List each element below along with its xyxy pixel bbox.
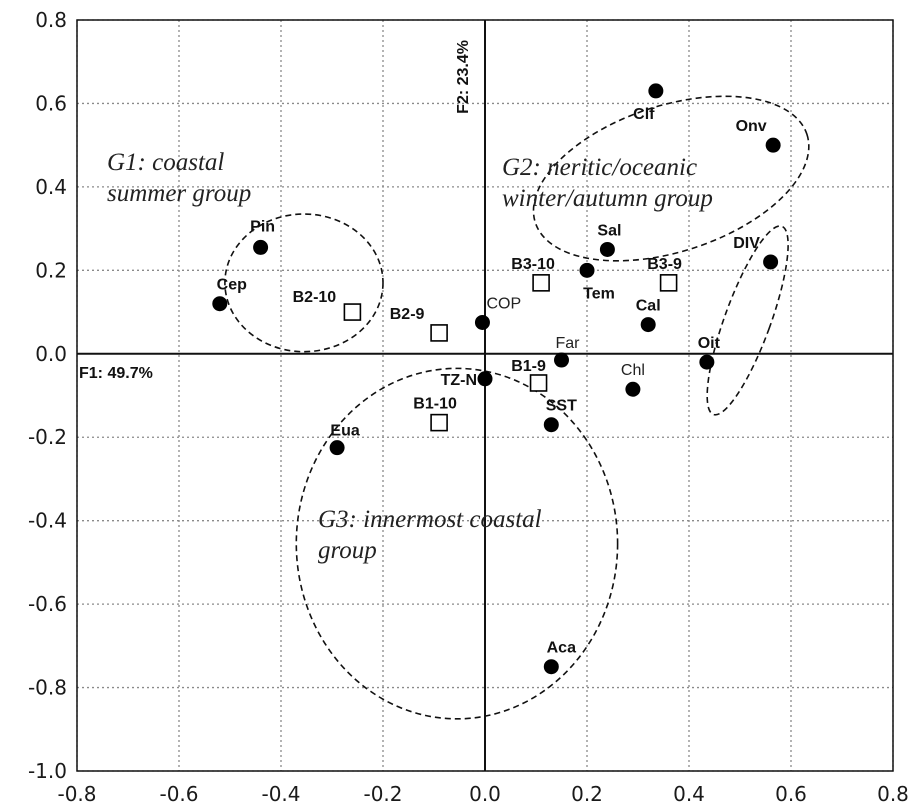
- group-ellipse-2: [532, 95, 810, 262]
- axes: [76, 19, 894, 772]
- point-label-aca: Aca: [547, 640, 576, 657]
- point-div: [763, 254, 779, 270]
- y-tick-label-4: 0.0: [35, 342, 67, 366]
- group-label-3: G3: innermost coastal group: [318, 506, 542, 564]
- point-sal: [599, 241, 615, 257]
- group-labels: G1: coastal summer group G2: neritic/ocean…: [107, 149, 713, 564]
- point-label-div: DIV: [733, 235, 760, 252]
- sample-label-b1-10: B1-10: [413, 396, 457, 413]
- group-ellipses: [224, 95, 810, 720]
- group-label-3-line-1: G3: innermost coastal: [318, 506, 542, 533]
- sample-b2-9: [430, 324, 448, 342]
- y-tick-label-5: -0.2: [28, 425, 67, 449]
- y-tick-label-2: 0.4: [35, 175, 67, 199]
- sample-label-b1-9: B1-9: [511, 358, 546, 375]
- group-ellipse-4: [295, 367, 619, 720]
- point-label-cop: COP: [486, 295, 521, 312]
- point-far: [554, 352, 569, 368]
- point-label-cep: Cep: [217, 277, 247, 294]
- point-pin: [253, 239, 269, 255]
- y-tick-label-0: 0.8: [35, 8, 67, 32]
- axis-f1-label: F1: 49.7%: [79, 365, 153, 382]
- sample-b1-10: [430, 413, 448, 432]
- x-tick-label-0: -0.8: [57, 782, 96, 806]
- point-oit: [699, 354, 715, 370]
- sample-b3-9: [659, 274, 678, 292]
- point-eua: [329, 440, 345, 456]
- point-label-clf: Clf: [633, 106, 655, 123]
- point-cep: [212, 296, 228, 312]
- sample-label-b3-10: B3-10: [511, 256, 555, 273]
- point-label-pin: Pin: [250, 218, 275, 235]
- sample-b2-10: [343, 303, 362, 321]
- grid-lines: [76, 19, 894, 772]
- y-tick-label-6: -0.4: [28, 509, 67, 533]
- group-label-2-line-1: G2: neritic/oceanic: [502, 154, 697, 181]
- point-sst: [543, 417, 559, 433]
- group-label-1: G1: coastal summer group: [107, 149, 251, 207]
- x-tick-label-2: -0.4: [261, 782, 300, 806]
- point-label-chl: Chl: [621, 362, 645, 379]
- point-label-far: Far: [556, 335, 581, 352]
- sample-b3-10: [532, 274, 550, 292]
- group-label-3-line-2: group: [318, 537, 377, 564]
- point-label-oit: Oit: [698, 335, 721, 352]
- tick-labels: -0.8 -0.6 -0.4 -0.2 0.0 0.2 0.4 0.6 0.8 0.8 0.6 0.4…: [28, 8, 909, 806]
- point-label-cal: Cal: [636, 298, 661, 315]
- point-tz-n: [477, 371, 493, 387]
- point-label-tem: Tem: [583, 285, 615, 302]
- y-tick-label-1: 0.6: [35, 91, 67, 115]
- group-ellipse-1: [224, 213, 384, 353]
- point-label-sst: SST: [546, 398, 577, 415]
- group-label-1-line-2: summer group: [107, 180, 251, 207]
- point-label-tz-n: TZ-N: [441, 372, 477, 389]
- sample-label-b2-9: B2-9: [390, 306, 425, 323]
- y-tick-label-3: 0.2: [35, 258, 67, 282]
- point-onv: [765, 137, 781, 153]
- point-label-eua: Eua: [330, 423, 359, 440]
- point-clf: [648, 83, 664, 99]
- point-aca: [543, 659, 559, 675]
- axis-f2-label: F2: 23.4%: [455, 40, 472, 114]
- sample-label-b2-10: B2-10: [293, 289, 337, 306]
- group-label-2: G2: neritic/oceanic winter/autumn group: [502, 154, 713, 212]
- group-label-2-line-2: winter/autumn group: [502, 185, 713, 212]
- y-tick-label-7: -0.6: [28, 592, 67, 616]
- sample-label-b3-9: B3-9: [647, 256, 682, 273]
- x-tick-label-6: 0.4: [673, 782, 705, 806]
- point-label-sal: Sal: [597, 222, 621, 239]
- y-tick-label-8: -0.8: [28, 676, 67, 700]
- sample-b1-9: [529, 374, 548, 392]
- x-tick-label-4: 0.0: [469, 782, 501, 806]
- x-tick-label-3: -0.2: [363, 782, 402, 806]
- x-tick-label-8: 0.8: [877, 782, 909, 806]
- point-chl: [625, 381, 641, 397]
- y-tick-label-9: -1.0: [28, 759, 67, 783]
- point-cal: [640, 317, 656, 333]
- x-tick-label-7: 0.6: [775, 782, 807, 806]
- group-label-1-line-1: G1: coastal: [107, 149, 224, 176]
- point-label-onv: Onv: [736, 118, 767, 135]
- group-ellipse-3: [706, 225, 789, 416]
- point-cop: [474, 314, 490, 330]
- x-tick-label-1: -0.6: [159, 782, 198, 806]
- point-tem: [579, 262, 595, 278]
- data-points: Clf Onv Sal DIV Tem Cal COP Far Oit TZ-N Chl SST Pin…: [212, 83, 781, 675]
- x-tick-label-5: 0.2: [571, 782, 603, 806]
